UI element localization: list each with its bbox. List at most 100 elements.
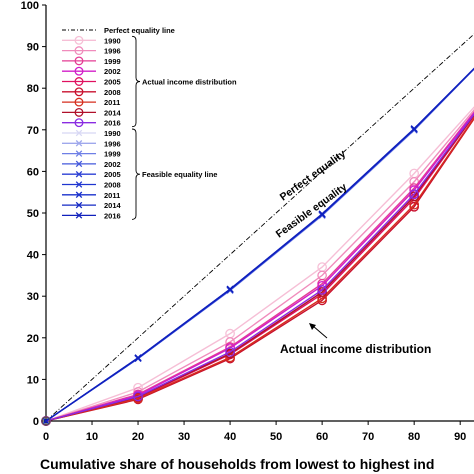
legend-label: 1990 [104,36,121,45]
annotation-arrowhead [309,323,316,330]
data-point [75,140,83,147]
data-point [410,125,418,133]
data-point [74,35,84,45]
data-point [74,97,84,107]
data-point-stroke [75,191,83,199]
series-line-actual-2011 [45,116,474,422]
data-point-stroke [75,129,83,137]
data-point [134,354,142,362]
legend-label: 2016 [104,119,121,128]
legend-group-actual: Actual income distribution [131,35,237,128]
legend-group-actual-brace [131,35,141,128]
legend-item: 2005 [62,170,121,179]
data-point [42,417,50,425]
legend-label: 2008 [104,88,121,97]
legend-item: 2011 [62,97,120,107]
legend-item: 1990 [62,35,121,45]
data-point [317,285,327,295]
legend-label: 1999 [104,57,121,66]
data-point-stroke [134,354,142,362]
legend-item: 2016 [62,118,121,128]
legend-label-perfect: Perfect equality line [104,26,175,35]
legend-item: 1999 [62,56,121,66]
legend-label: 2008 [104,181,121,190]
data-point-stroke [75,160,83,168]
y-tick-label: 80 [27,83,39,95]
origin-point [41,416,51,426]
data-point [74,77,84,86]
data-point [75,212,83,219]
y-tick-label: 40 [27,250,39,262]
axes: 0 10 20 30 40 50 60 70 80 90 100 0 10 20 30 40 50 60 70 80 9… [21,0,474,472]
x-tick-label: 30 [178,431,190,443]
y-tick-label: 30 [27,291,39,303]
legend-item: 2002 [62,160,121,169]
data-point-stroke [75,150,83,157]
data-point [74,46,84,56]
data-point-stroke [226,285,234,293]
data-point-stroke [75,181,83,188]
data-point [409,189,420,200]
data-point-stroke [75,140,83,147]
x-tick-label: 20 [132,431,144,443]
legend-item: 1996 [62,46,121,56]
series-line-actual-2002 [45,111,474,422]
legend-label: 2002 [104,67,121,76]
x-tick-label: 70 [362,431,374,443]
legend-item: 2011 [62,191,120,200]
legend-item: 2002 [62,66,121,76]
data-point [75,201,83,209]
data-point-stroke [75,201,83,209]
x-axis-label: Cumulative share of households from lowe… [40,456,434,472]
x-tick-label: 0 [43,431,49,443]
x-tick-label: 40 [224,431,236,443]
y-tick-label: 0 [33,416,39,428]
series-line-actual-2016 [45,113,474,422]
data-point-stroke [75,170,83,178]
data-point [75,129,83,137]
x-tick-label: 60 [316,431,328,443]
legend-label: 2014 [104,201,122,210]
data-point-stroke [410,125,418,133]
data-point [225,347,235,357]
annotation-arrow [312,325,328,339]
data-point-stroke [42,417,50,425]
series-lines [41,33,474,426]
legend-label: 1999 [104,150,121,159]
data-point-stroke [75,212,83,219]
y-tick-label: 70 [27,125,39,137]
data-point [75,160,83,168]
legend-item: 2008 [62,181,121,190]
legend-group-actual-label: Actual income distribution [142,78,237,87]
legend-item: 2014 [62,201,122,210]
legend-label: 1996 [104,47,121,56]
data-point [74,87,84,97]
data-point [74,66,84,76]
y-tick-label: 60 [27,166,39,178]
legend-group-feasible-brace [131,128,141,220]
series-line-actual-1990 [45,106,474,422]
data-point [318,210,326,218]
legend-item: 2016 [62,211,121,220]
legend-label: 1996 [104,139,121,148]
y-tick-label: 50 [27,208,39,220]
y-tick-label: 20 [27,333,39,345]
legend-label: 2005 [104,78,121,87]
y-tick-label: 90 [27,42,39,54]
data-point [75,150,83,157]
legend-label: 2016 [104,211,121,220]
x-tick-label: 50 [270,431,282,443]
legend-group-feasible-label: Feasible equality line [142,170,217,179]
data-point [74,118,84,128]
series-line-actual-1996 [45,109,474,422]
legend-item: 2005 [62,77,121,87]
y-tick-label: 100 [21,0,39,12]
data-point [74,56,84,66]
legend-label: 2011 [104,98,120,107]
legend-item: 1999 [62,150,121,159]
x-tick-label: 90 [454,431,466,443]
legend-item: 1996 [62,139,121,148]
legend-item: 2008 [62,87,121,97]
y-tick-label: 10 [27,374,39,386]
